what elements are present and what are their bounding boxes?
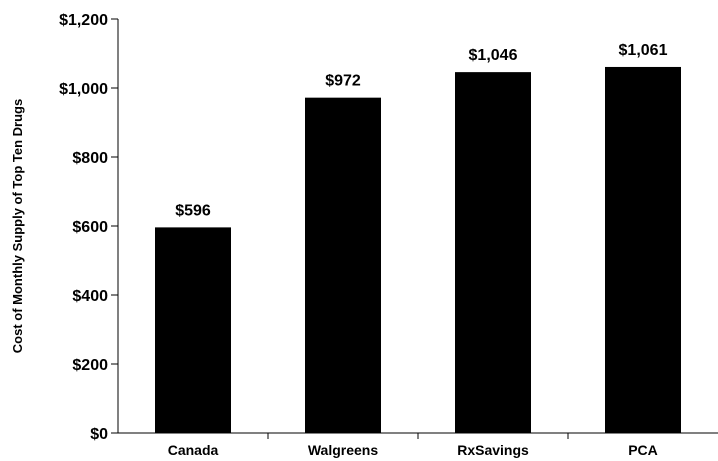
bar-value-label: $972 (325, 73, 361, 90)
y-tick-label: $1,200 (59, 12, 108, 29)
y-axis-title: Cost of Monthly Supply of Top Ten Drugs (10, 99, 25, 353)
bar (155, 227, 231, 433)
x-tick-label: RxSavings (457, 442, 529, 458)
y-tick-label: $400 (72, 288, 108, 305)
y-tick-label: $600 (72, 219, 108, 236)
bar (455, 72, 531, 433)
y-tick-label: $800 (72, 150, 108, 167)
y-tick-label: $1,000 (59, 81, 108, 98)
x-tick-label: Canada (168, 442, 219, 458)
bar (605, 66, 681, 433)
bar-value-label: $1,061 (619, 42, 668, 59)
y-tick-label: $0 (90, 426, 108, 443)
bar-value-label: $1,046 (469, 47, 518, 64)
y-tick-label: $200 (72, 357, 108, 374)
x-tick-label: PCA (628, 442, 658, 458)
x-tick-label: Walgreens (308, 442, 378, 458)
bar (305, 97, 381, 433)
bar-value-label: $596 (175, 202, 211, 219)
